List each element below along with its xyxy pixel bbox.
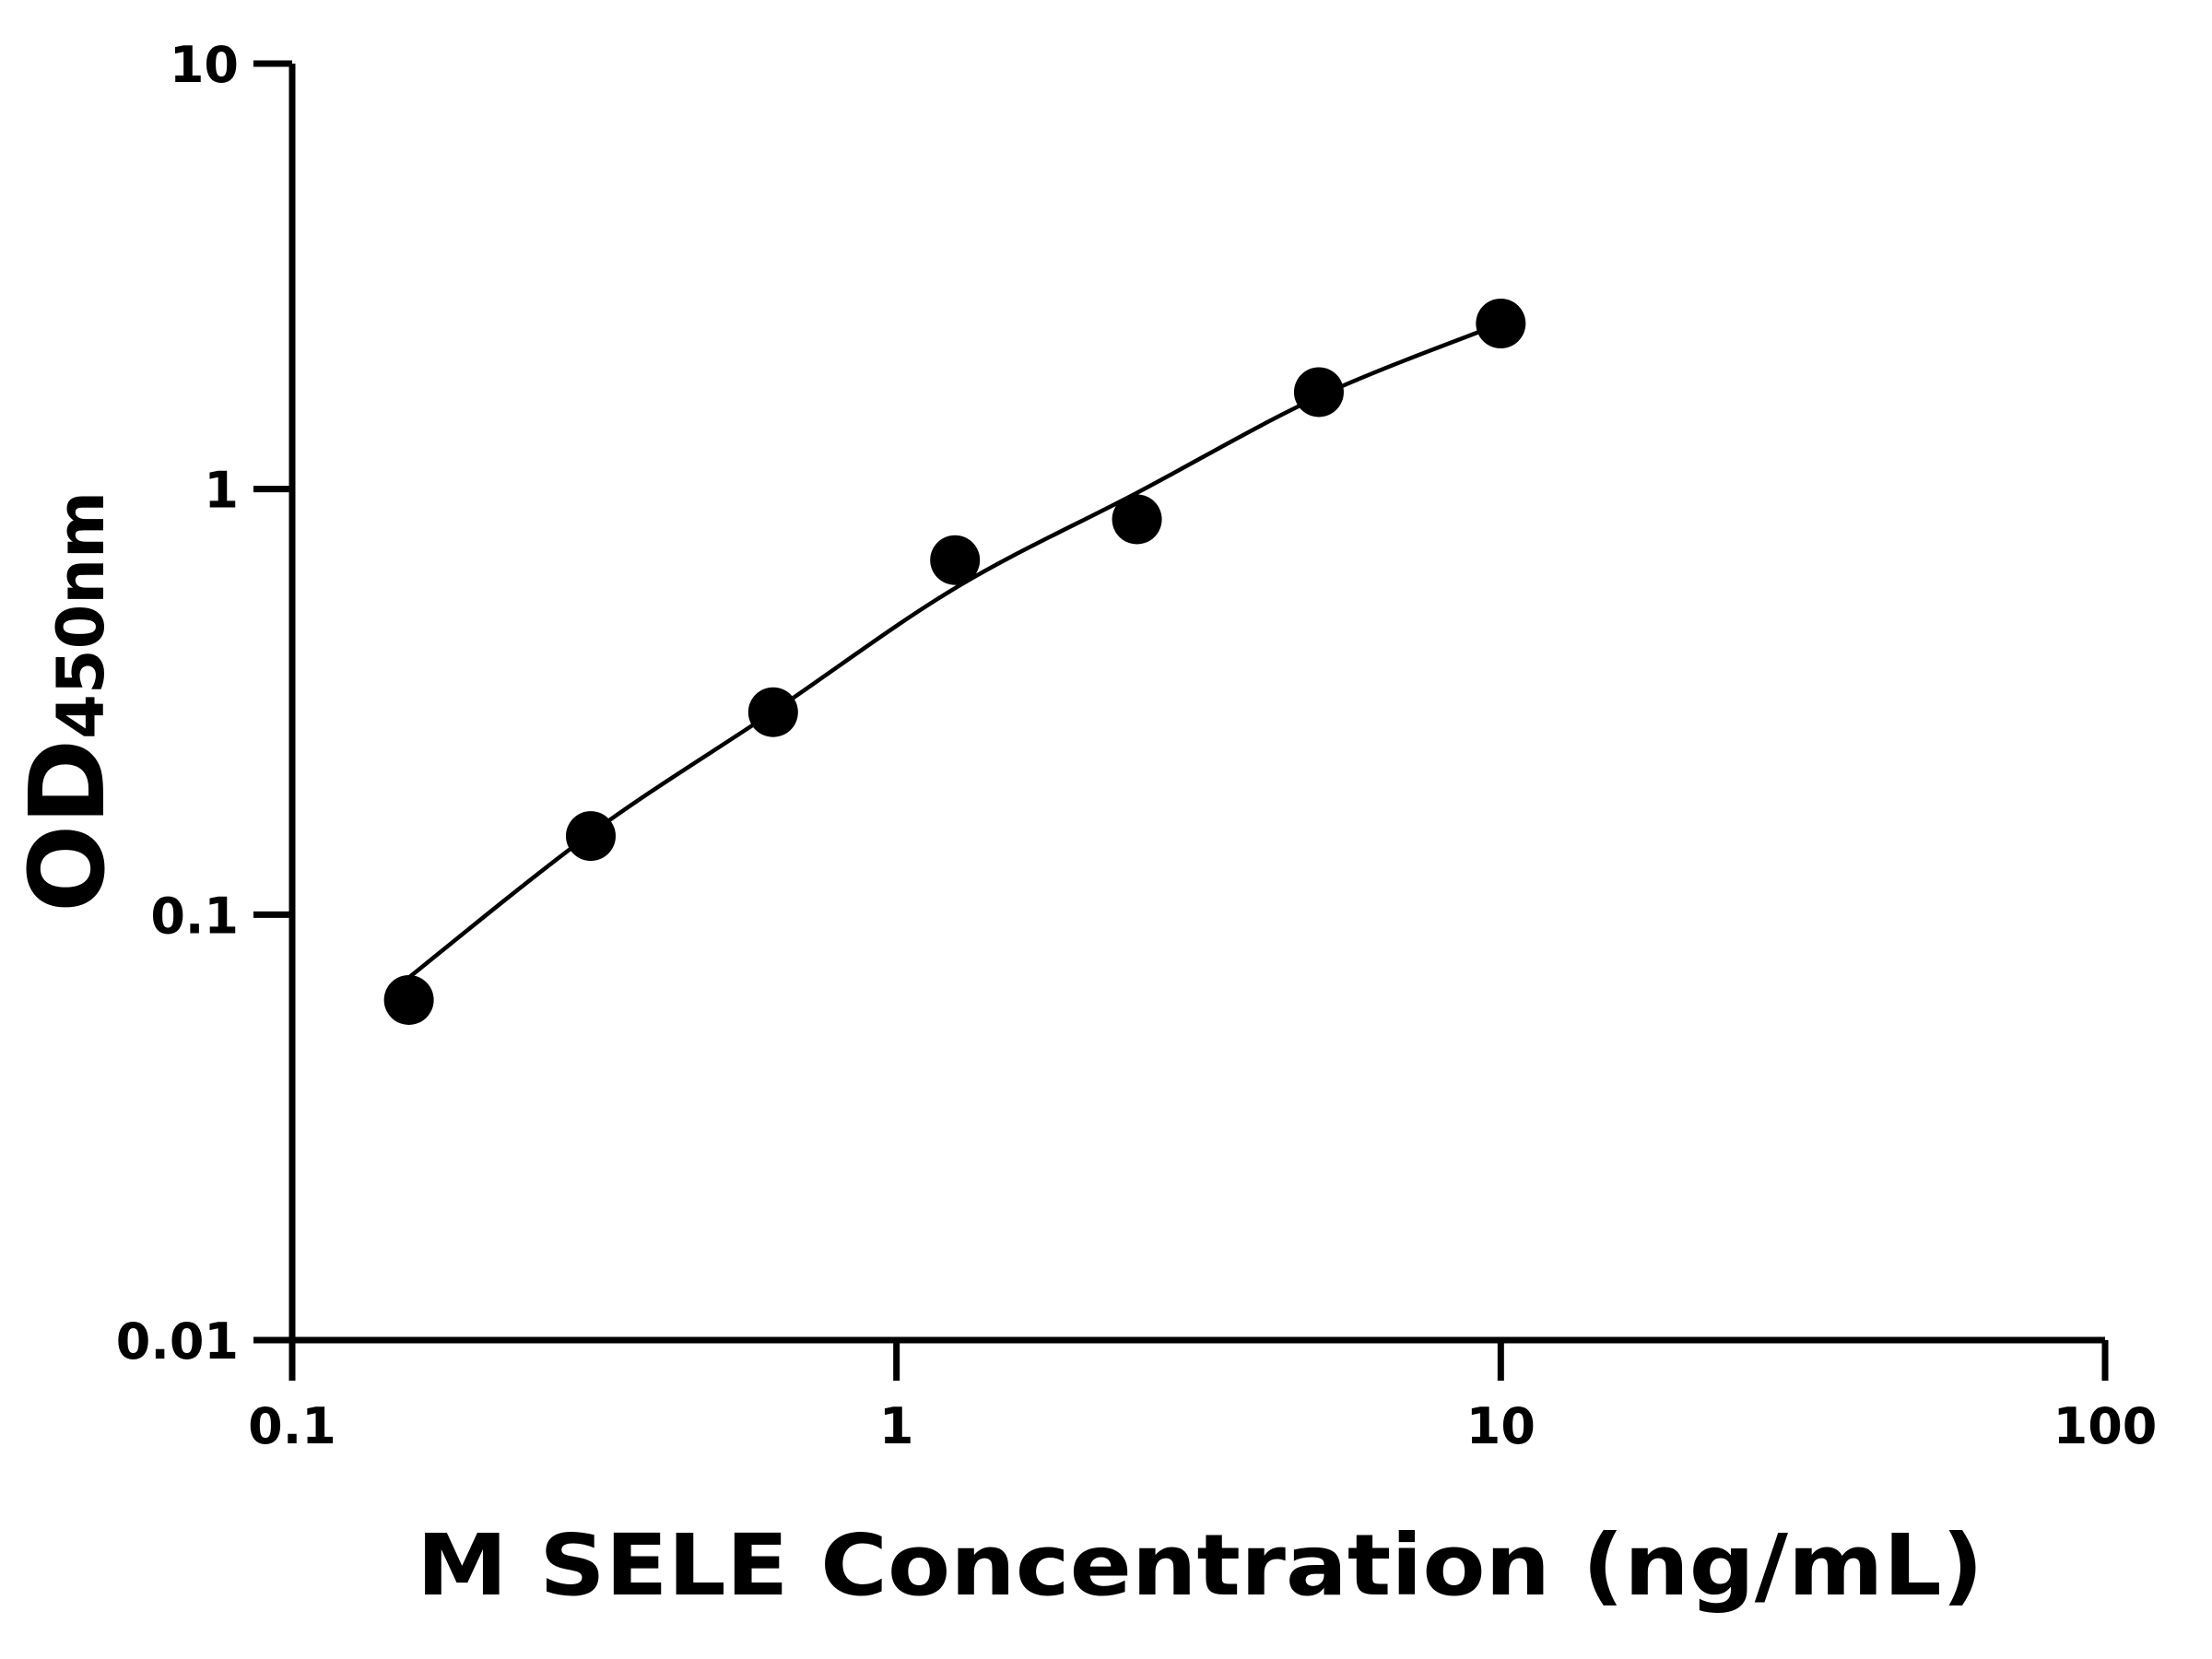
y-tick-label: 1 <box>204 462 239 520</box>
data-points <box>383 299 1526 1025</box>
fit-curve-group <box>397 321 1502 988</box>
x-tick-label: 100 <box>2053 1397 2158 1455</box>
y-axis-label-main: OD <box>8 739 128 912</box>
data-point <box>566 811 617 862</box>
data-point <box>383 974 434 1025</box>
data-point <box>930 535 981 585</box>
data-point <box>747 687 798 737</box>
x-tick-label: 10 <box>1466 1397 1535 1455</box>
y-axis-label-sub: 450nm <box>43 491 119 739</box>
x-axis-label: M SELE Concentration (ng/mL) <box>417 1516 1983 1615</box>
y-tick-label: 0.1 <box>150 887 239 945</box>
fit-curve <box>397 321 1502 988</box>
data-point <box>1112 494 1162 545</box>
x-tick-label: 0.1 <box>248 1397 336 1455</box>
data-point <box>1476 299 1526 349</box>
x-tick-label: 1 <box>879 1397 914 1455</box>
axes <box>288 64 2105 1344</box>
y-axis-label: OD450nm <box>8 491 128 912</box>
data-point <box>1293 367 1344 418</box>
y-tick-label: 10 <box>170 36 239 94</box>
y-tick-label: 0.01 <box>116 1312 239 1371</box>
